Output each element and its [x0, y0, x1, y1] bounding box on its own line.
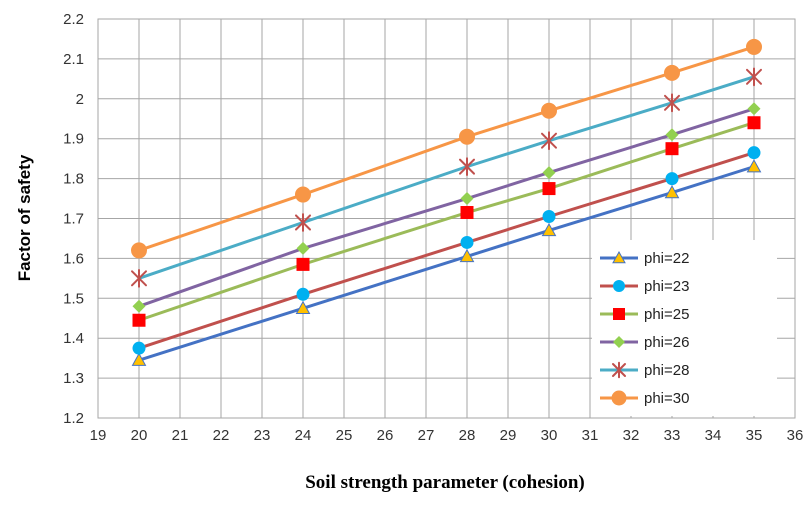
legend-label: phi=22 — [644, 250, 689, 267]
x-tick-label: 20 — [131, 427, 148, 444]
data-point — [459, 129, 475, 145]
data-point — [133, 314, 146, 327]
data-point — [461, 206, 474, 219]
legend-label: phi=28 — [644, 362, 689, 379]
y-tick-label: 2 — [76, 91, 84, 108]
data-point — [297, 258, 310, 271]
legend-entry: phi=28 — [600, 362, 689, 379]
data-point — [133, 342, 146, 355]
y-axis-title: Factor of safety — [15, 154, 34, 281]
y-tick-label: 1.4 — [63, 330, 84, 347]
data-point — [664, 65, 680, 81]
data-point — [666, 172, 679, 185]
y-tick-label: 1.9 — [63, 131, 84, 148]
x-tick-label: 22 — [213, 427, 230, 444]
x-tick-label: 29 — [500, 427, 517, 444]
legend: phi=22 phi=23 phi=25 phi=26 phi=28 phi=30 — [592, 240, 777, 416]
x-tick-label: 23 — [254, 427, 271, 444]
x-axis-title: Soil strength parameter (cohesion) — [305, 472, 585, 493]
legend-marker — [613, 308, 625, 320]
x-tick-label: 21 — [172, 427, 189, 444]
data-point — [543, 182, 556, 195]
data-point — [748, 146, 761, 159]
data-point — [461, 236, 474, 249]
y-tick-label: 1.8 — [63, 171, 84, 188]
y-tick-label: 2.2 — [63, 11, 84, 28]
data-point — [543, 210, 556, 223]
x-tick-label: 35 — [746, 427, 763, 444]
x-tick-label: 19 — [90, 427, 107, 444]
x-tick-label: 26 — [377, 427, 394, 444]
legend-marker — [613, 280, 625, 292]
data-point — [131, 242, 147, 258]
legend-label: phi=25 — [644, 306, 689, 323]
y-tick-label: 2.1 — [63, 51, 84, 68]
y-tick-label: 1.2 — [63, 410, 84, 427]
x-tick-label: 31 — [582, 427, 599, 444]
y-tick-label: 1.3 — [63, 370, 84, 387]
legend-marker — [612, 391, 627, 406]
data-point — [748, 116, 761, 129]
legend-label: phi=30 — [644, 390, 689, 407]
x-tick-label: 30 — [541, 427, 558, 444]
x-tick-label: 36 — [787, 427, 804, 444]
data-point — [541, 103, 557, 119]
y-tick-label: 1.7 — [63, 211, 84, 228]
x-tick-label: 32 — [623, 427, 640, 444]
x-tick-label: 33 — [664, 427, 681, 444]
y-tick-label: 1.6 — [63, 250, 84, 267]
x-tick-label: 25 — [336, 427, 353, 444]
data-point — [666, 142, 679, 155]
data-point — [746, 39, 762, 55]
x-tick-label: 27 — [418, 427, 435, 444]
y-tick-label: 1.5 — [63, 290, 84, 307]
legend-label: phi=23 — [644, 278, 689, 295]
x-tick-label: 24 — [295, 427, 312, 444]
data-point — [297, 288, 310, 301]
legend-label: phi=26 — [644, 334, 689, 351]
data-point — [295, 187, 311, 203]
x-tick-label: 34 — [705, 427, 722, 444]
x-tick-label: 28 — [459, 427, 476, 444]
